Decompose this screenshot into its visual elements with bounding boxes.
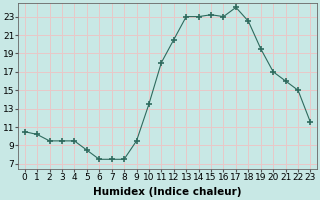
X-axis label: Humidex (Indice chaleur): Humidex (Indice chaleur) xyxy=(93,187,242,197)
